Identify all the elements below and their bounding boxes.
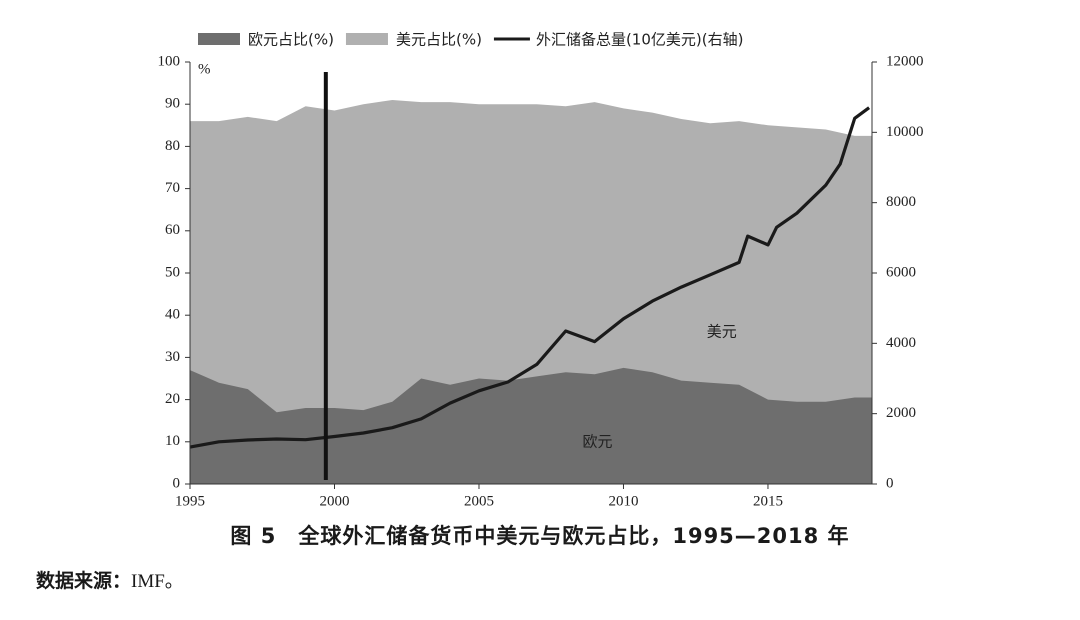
x-tick-label: 2015 [753,493,783,509]
y-left-tick-label: 0 [173,475,181,491]
y-left-tick-label: 60 [165,222,180,238]
legend-label: 欧元占比(%) [248,31,334,49]
legend-label: 美元占比(%) [396,31,482,49]
legend-label: 外汇储备总量(10亿美元)(右轴) [536,31,744,49]
y-left-tick-label: 30 [165,349,180,365]
y-left-tick-label: 100 [158,53,181,69]
y-left-unit-label: % [198,61,211,77]
y-right-tick-label: 10000 [886,124,924,140]
legend: 欧元占比(%) 美元占比(%) 外汇储备总量(10亿美元)(右轴) [198,31,743,49]
y-left-tick-label: 20 [165,391,180,407]
axes: 0 10 20 30 40 50 60 70 80 90 100 % 0 2000 4000 6000 8000… [158,53,924,509]
x-tick-label: 2000 [319,493,349,509]
y-right-tick-label: 0 [886,475,894,491]
x-tick-label: 1995 [175,493,205,509]
y-right-tick-label: 12000 [886,53,924,69]
y-right-tick-label: 2000 [886,405,916,421]
legend-swatch-usd [345,33,388,45]
data-source-value: IMF。 [131,571,184,592]
y-right-tick-label: 8000 [886,194,916,210]
chart: 欧元占比(%) 美元占比(%) 外汇储备总量(10亿美元)(右轴) 欧元 美元 0 10… [158,31,924,510]
reserve-line [189,106,871,449]
eur-area [190,367,872,484]
figure-caption: 图 5 全球外汇储备货币中美元与欧元占比，1995—2018 年 [230,524,850,548]
legend-swatch-eur [198,33,240,45]
y-left-tick-label: 50 [165,264,180,280]
y-left-tick-label: 80 [165,138,180,154]
y-left-tick-label: 90 [165,96,180,112]
usd-area-label: 美元 [707,323,737,341]
y-left-tick-label: 70 [165,180,180,196]
y-right-tick-label: 6000 [886,264,916,280]
eur-area-label: 欧元 [582,432,612,450]
y-right-tick-label: 4000 [886,335,916,351]
y-left-tick-label: 10 [165,433,180,449]
plot-area: 欧元 美元 [189,72,872,484]
data-source: 数据来源：IMF。 [36,566,184,593]
data-source-label: 数据来源： [36,570,132,592]
x-tick-label: 2010 [608,493,638,509]
x-tick-label: 2005 [464,493,494,509]
y-left-tick-label: 40 [165,307,180,323]
